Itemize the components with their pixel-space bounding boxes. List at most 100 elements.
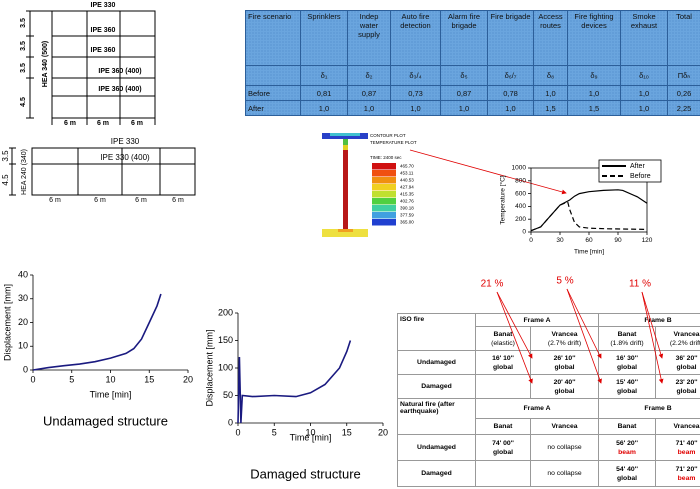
contour-title: CONTOUR PLOT [370,133,406,138]
row-label: Damaged [398,461,476,487]
story-height: 4.5 [1,174,10,186]
legend-swatch [372,184,396,191]
x-tick-label: 90 [614,237,622,244]
frame-diagram [26,11,155,125]
x-tick-label: 10 [105,375,115,385]
legend-label: 415.35 [400,192,414,197]
line [238,341,350,424]
mode: global [533,363,596,372]
span-label: 6 m [97,120,109,127]
legend-label: 402.76 [400,199,414,204]
y-tick-label: 10 [18,341,28,351]
mode: global [478,448,528,457]
legend-swatch [372,212,396,219]
cell-value: 1,0 [441,101,488,116]
legend-label: 465.70 [400,164,414,169]
mode: global [601,387,653,396]
beam-label: IPE 330 [91,2,116,9]
cell-value: 1,0 [621,101,668,116]
row-label: Before [246,86,301,101]
y-tick-label: 1000 [512,165,527,172]
annotation: 5 % [556,276,573,287]
symbol: Πδₙ [668,66,700,86]
y-tick-label: 0 [228,417,233,427]
legend-swatch [372,198,396,205]
cell-text: no collapse [531,461,599,487]
y-tick-label: 600 [515,190,526,197]
column-note: (elastic) [478,339,528,348]
line [33,294,161,370]
span-label: 6 m [172,197,184,204]
row-label: Damaged [398,375,476,399]
time: 26' 10'' [533,354,596,363]
row-label: After [246,101,301,116]
column-name: Banat [476,419,531,435]
cell-value: 1,0 [391,101,441,116]
time: 20' 40'' [533,378,596,387]
x-tick-label: 10 [305,428,315,438]
column-header: Fire scenario [246,11,301,66]
contour-subtitle: TEMPERATURE PLOT [370,140,417,145]
time: 74' 00'' [478,439,528,448]
legend-label: After [630,163,645,170]
y-tick-label: 200 [515,216,526,223]
column-note: (2.2% drift) [658,339,700,348]
column-label: HEA 340 (500) [42,41,49,87]
y-tick-label: 800 [515,178,526,185]
column-name: Vrancea [531,419,599,435]
legend-label: 427.94 [400,185,414,190]
caption: Undamaged structure [43,413,168,428]
legend-label: 365.00 [400,220,414,225]
column-header: Fire brigade [488,11,534,66]
legend-label: 377.59 [400,213,414,218]
cell-text: no collapse [531,435,599,461]
column-note: (2.7% drift) [533,339,596,348]
x-tick-label: 120 [642,237,653,244]
cell-value: 1,5 [568,101,621,116]
cell-value: 1,0 [488,101,534,116]
annotation: 11 % [629,279,651,290]
mode: global [601,474,653,483]
frame-header: Frame B [599,399,700,419]
legend-swatch [372,219,396,226]
symbol: δ₉ [568,66,621,86]
symbol: δ₈ [534,66,568,86]
legend-swatch [372,191,396,198]
column-header: Alarm fire brigade [441,11,488,66]
mode: global [658,363,700,372]
annotation: 21 % [481,279,504,290]
cell-value: 0,87 [441,86,488,101]
span-label: 6 m [94,197,106,204]
story-height: 3.5 [20,63,27,73]
column-name: Vrancea [658,330,700,339]
y-tick-label: 50 [223,390,233,400]
column-label: HEA 240 (340) [21,149,28,195]
cell-value: 1,0 [621,86,668,101]
cell-value: 0,87 [348,86,391,101]
column-header: Smoke exhaust [621,11,668,66]
y-axis-label: Displacement [mm] [204,329,214,406]
contour-time: TIME: 2400 sec [370,155,402,160]
cell-value: 1,5 [534,101,568,116]
time: 36' 20'' [658,354,700,363]
x-tick-label: 5 [272,428,277,438]
x-axis-label: Time [min] [574,249,604,256]
column-header: Sprinklers [301,11,348,66]
caption: Damaged structure [250,466,361,481]
legend-label: 440.53 [400,178,414,183]
column-name: Banat [478,330,528,339]
y-axis-label: Displacement [mm] [2,284,12,361]
page: Fire scenarioSprinklersIndep water suppl… [0,0,700,489]
x-tick-label: 20 [183,375,193,385]
column-header: Access routes [534,11,568,66]
legend-swatch [372,177,396,184]
table-label: ISO fire [398,314,476,351]
time: 71' 40'' [658,439,700,448]
mode: global [658,387,700,396]
x-tick-label: 0 [235,428,240,438]
span-label: 6 m [135,197,147,204]
y-tick-label: 30 [18,293,28,303]
beam-label: IPE 360 (400) [98,86,141,93]
column-name: Banat [601,330,653,339]
line [531,190,647,231]
